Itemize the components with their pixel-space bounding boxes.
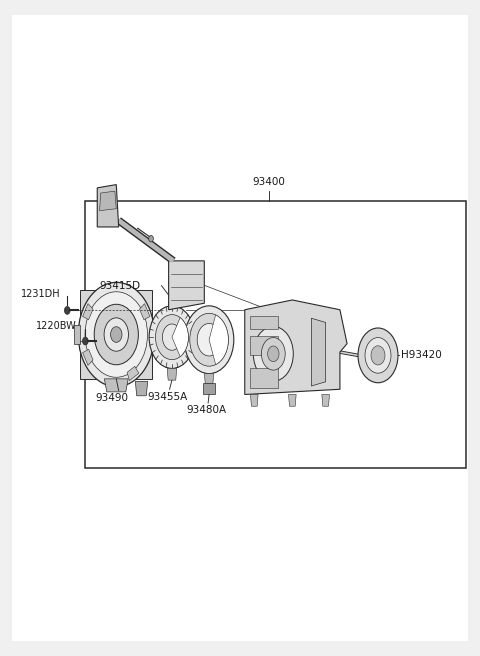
Bar	[250, 336, 278, 356]
Circle shape	[78, 282, 155, 386]
Polygon shape	[83, 350, 93, 365]
Text: 1231DH: 1231DH	[21, 289, 61, 298]
Circle shape	[197, 323, 221, 356]
Text: H93420: H93420	[401, 350, 442, 360]
Circle shape	[371, 346, 385, 365]
Polygon shape	[288, 394, 296, 406]
Polygon shape	[245, 300, 347, 394]
Polygon shape	[140, 304, 150, 319]
Polygon shape	[97, 184, 119, 227]
Circle shape	[253, 327, 293, 381]
Polygon shape	[167, 369, 177, 380]
Circle shape	[358, 328, 398, 382]
Bar	[85, 201, 466, 468]
Text: 93400: 93400	[252, 176, 285, 186]
Text: 1220BW: 1220BW	[36, 321, 77, 331]
Circle shape	[190, 314, 228, 366]
Polygon shape	[100, 191, 116, 211]
Polygon shape	[83, 304, 93, 319]
Polygon shape	[203, 383, 215, 394]
Text: 93480A: 93480A	[187, 405, 227, 415]
Circle shape	[149, 236, 154, 242]
Circle shape	[184, 306, 234, 374]
Circle shape	[262, 338, 285, 370]
Circle shape	[83, 337, 88, 345]
Text: 93455A: 93455A	[147, 392, 187, 402]
Wedge shape	[209, 315, 228, 365]
Polygon shape	[251, 394, 258, 406]
Circle shape	[365, 338, 391, 373]
Circle shape	[149, 306, 195, 369]
Polygon shape	[80, 290, 153, 379]
Polygon shape	[322, 394, 329, 406]
Text: 93490: 93490	[95, 393, 128, 403]
Circle shape	[85, 292, 147, 377]
Text: 93415D: 93415D	[100, 281, 141, 291]
Polygon shape	[204, 374, 214, 383]
Circle shape	[94, 304, 138, 365]
Bar	[250, 369, 278, 388]
Polygon shape	[127, 366, 139, 380]
Polygon shape	[168, 261, 204, 310]
Circle shape	[267, 346, 279, 361]
Circle shape	[110, 327, 122, 342]
Polygon shape	[135, 381, 148, 396]
Circle shape	[104, 318, 129, 351]
Polygon shape	[104, 379, 128, 392]
Circle shape	[156, 315, 189, 359]
Bar	[250, 316, 278, 329]
Circle shape	[162, 324, 181, 350]
Circle shape	[64, 306, 70, 314]
Wedge shape	[172, 318, 189, 357]
Polygon shape	[312, 318, 325, 386]
Polygon shape	[73, 325, 80, 344]
